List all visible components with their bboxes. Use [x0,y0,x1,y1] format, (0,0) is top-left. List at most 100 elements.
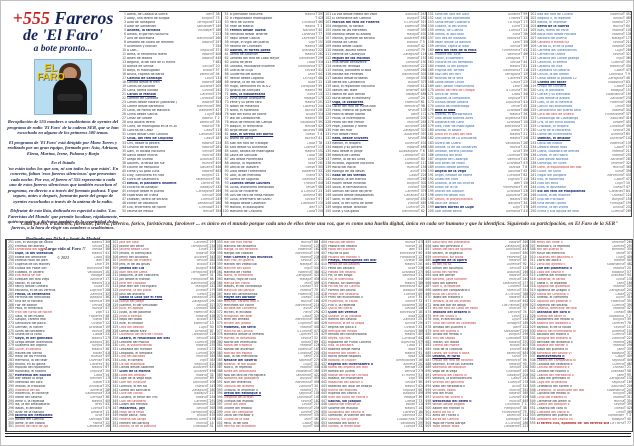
entry-name[interactable]: Atanasio del coro II [536,311,571,315]
entry-name[interactable]: Aurora boreal de Lugo [434,205,474,209]
entry-name[interactable]: Vero del faro de la Mola [434,49,477,53]
entry-name[interactable]: Juana la Loca por el Faro [119,296,163,300]
entry-name[interactable]: Inés, la bibliotecaria [229,93,266,97]
list-entry[interactable]: 317 Juana la Loca por el Faro Valladolid T … [112,295,214,300]
entry-name[interactable]: Andrea, la farística [127,29,161,33]
list-entry[interactable]: 337 Llum de la Marina Alicante T 494 [112,369,214,374]
list-entry[interactable]: 112 Miguel de los Molinos Madrid T 153 [325,56,426,61]
entry-name[interactable]: Sabina, sin Joaquín [327,399,362,403]
list-entry[interactable]: 254 Espe, la del videoclub Madrid T 417 [8,251,110,256]
list-entry[interactable]: 328 Lázaro, el resucitado del dial Sevilla… [112,336,214,341]
list-entry[interactable]: 409 Pelayo, reconquista del dial Oviedo T 1… [321,259,423,263]
entry-name[interactable]: Nekane del caserío [223,359,257,362]
entry-name[interactable]: Marcos del faro de Fisterra [332,21,380,25]
entry-name[interactable]: Modesto, sin serlo [223,325,256,329]
list-entry[interactable]: 245 Elo del faro de Maspalomas Canarias T 8… [530,189,630,194]
entry-name[interactable]: Alba al alba [434,109,456,113]
list-entry[interactable]: 265 Felisa, la centenaria Zamora T 325 [8,292,110,297]
entry-name[interactable]: El farero 555, epónimo de 'los fareros s… [536,421,610,425]
entry-name[interactable]: Jacinta del herbolario [15,414,53,418]
entry-name[interactable]: Camino de Santiago [127,77,162,81]
list-entry[interactable]: 175 Alba al alba Granada T 488 [428,108,529,113]
entry-name[interactable]: Carlos lo Manola [127,93,156,97]
entry-name[interactable]: Buenaventura II [536,355,565,359]
list-entry[interactable]: 357 Mari Carmen y sus muñecos Madrid T 236 [217,255,319,260]
list-entry[interactable]: 498 Wenceslao del belén II Murcia T 463 [425,399,527,404]
list-entry[interactable]: 447 Sabina, sin Joaquín Úbeda T 73 [321,399,422,404]
list-entry[interactable]: 309 Jimena del Cid Burgos T 456 [112,266,214,271]
list-entry[interactable]: 132 Rafa, desde Olivares Sevilla T 394 [325,137,426,141]
list-entry[interactable]: 17 Camino de Santiago León T 131 [120,76,221,81]
list-entry[interactable]: 160 Vero del faro de la Mola Formentera T 4… [428,48,529,53]
entry-name[interactable]: Miguel de los Molinos [332,57,370,61]
entry-name[interactable]: Zoe del planetario II [536,266,572,270]
list-entry[interactable]: 43 Emilio, el panadero insomne Zamora T 95 [120,181,220,186]
list-entry[interactable]: 93 Lourdes desde Lourdes Francia T 448 [223,181,324,186]
entry-name[interactable]: Quim del vermut [327,311,358,315]
list-entry[interactable]: 32 Chus, del faro de Chipiona Cádiz T 187 [120,137,221,141]
list-entry[interactable]: 21 Carlos lo Manola Cáceres T 279 [120,92,221,97]
entry-name[interactable]: Jimena del Cid [119,266,145,270]
list-entry[interactable]: 347 Macarena, ¡ay! Sevilla T 365 [112,406,214,411]
entry-name[interactable]: Rafa, desde Olivares [332,137,369,141]
entry-name[interactable]: Teodora del brasero II [432,311,471,315]
list-entry[interactable]: 513 Zoe del planetario II Madrid T 20 [530,266,631,271]
entry-name[interactable]: Damián, el afilador [537,137,571,141]
entry-name[interactable]: Mayte del obrador [223,296,256,300]
entry-name[interactable]: Llum de la Marina [119,370,151,374]
list-entry[interactable]: 199 Aurora boreal de Lugo Lugo T 378 [428,205,529,210]
entry-name[interactable]: Urbano, el rural [432,355,460,359]
list-entry[interactable]: 141 Rosa de los vientos Cádiz T 228 [325,173,426,178]
entry-name[interactable]: Goyo, el del gimnasio [15,336,53,340]
list-entry[interactable]: 460 Sigfrido de la ópera Madrid T 55 [425,259,526,263]
entry-name[interactable]: Rogelio del invernadero II [327,362,374,366]
list-entry[interactable]: 218 Chema del taller Valladolid T 83 [530,80,630,85]
list-entry[interactable]: 385 Nekane del caserío Azpeitia T 274 [217,358,319,363]
list-entry[interactable]: 437 Rogelio del invernadero II Almería T 20… [321,362,423,367]
entry-name[interactable]: Fermín desde Tudela [229,29,266,33]
list-entry[interactable]: 555 El farero 555, epónimo de 'los farero… [530,421,631,426]
entry-name[interactable]: Gabriel, el farero poeta [229,49,271,53]
list-entry[interactable]: 123 Olga, la costurera Palencia T 61 [325,100,425,105]
list-entry[interactable]: 5 Andrea, la farística Mondéjar T 186 [120,28,221,33]
entry-name[interactable]: Elo del faro de Maspalomas [537,189,586,193]
list-entry[interactable]: 537 Buenaventura II Cádiz T 409 [530,354,632,359]
entry-name[interactable]: Emilio, el panadero insomne [127,181,177,185]
list-entry[interactable]: 287 Hortensia del balcón Cádiz T 141 [8,373,110,378]
entry-name[interactable]: José, el sereno del barrio [229,133,274,137]
list-entry[interactable]: 298 Jacinta del herbolario Ávila T 49 [8,413,109,418]
list-entry[interactable]: 525 Atanasio del coro II Toledo T 464 [530,310,632,315]
list-entry[interactable]: 232 Damián, el afilador Ourense T 102 [530,137,631,141]
list-entry[interactable]: 423 Quim del vermut Barcelona T 183 [321,310,423,315]
list-entry[interactable]: 368 Mayte del obrador Toledo T 144 [217,295,319,300]
entry-name[interactable]: Lázaro, el resucitado del dial [119,336,170,340]
entry-name[interactable]: Sigfrido de la ópera [432,259,467,263]
entry-name[interactable]: Berta de la huerta [537,25,570,29]
entry-name[interactable]: Ofelia del estanque II [223,392,262,396]
entry-name[interactable]: Macarena, ¡ay! [119,406,146,410]
entry-name[interactable]: Wenceslao del belén II [432,399,472,403]
entry-name[interactable]: Pelayo, reconquista del dial [327,259,377,263]
list-entry[interactable]: 277 Goyo, el del gimnasio Madrid T 270 [8,336,110,341]
entry-name[interactable]: Rosa de los vientos [332,173,367,177]
list-entry[interactable]: 204 Berta de la huerta Murcia T 64 [530,24,630,29]
entry-name[interactable]: Lourdes desde Lourdes [229,181,271,185]
list-entry[interactable]: 81 José, el sereno del barrio Toledo T 4 [223,133,323,137]
entry-name[interactable]: Chema del taller [537,81,567,85]
entry-name[interactable]: Olga, la costurera [332,101,364,105]
list-entry[interactable]: 394 Ofelia del estanque II Segovia T 108 [217,391,319,396]
list-entry[interactable]: 71 Inés, la bibliotecaria Soria T 133 [223,92,324,97]
entry-name[interactable]: Chus, del faro de Chipiona [127,137,173,141]
list-entry[interactable]: 474 Teodora del brasero II Zamora T 74 [425,310,526,315]
list-entry[interactable]: 376 Modesto, sin serlo Madrid T 440 [217,325,319,330]
entry-name[interactable]: Hortensia del balcón [15,373,52,377]
list-entry[interactable]: 190 Ángela de la Vega Asturias T 45 [428,169,528,174]
entry-name[interactable]: Felisa, la centenaria [15,292,51,296]
entry-name[interactable]: Espe, la del videoclub [15,252,54,256]
list-entry[interactable]: 486 Urbano, el rural Soria T 19 [425,354,526,359]
entry-name[interactable]: Ángela de la Vega [434,169,467,173]
list-entry[interactable]: 103 Marcos del faro de Fisterra A Coruña T … [325,20,426,25]
entry-name[interactable]: Mari Carmen y sus muñecos [223,255,273,259]
list-entry[interactable]: 60 Gabriel, el farero poeta Granada T 225 [223,48,324,53]
list-entry[interactable]: 55 Fermín desde Tudela Navarra T 40 [223,28,323,33]
